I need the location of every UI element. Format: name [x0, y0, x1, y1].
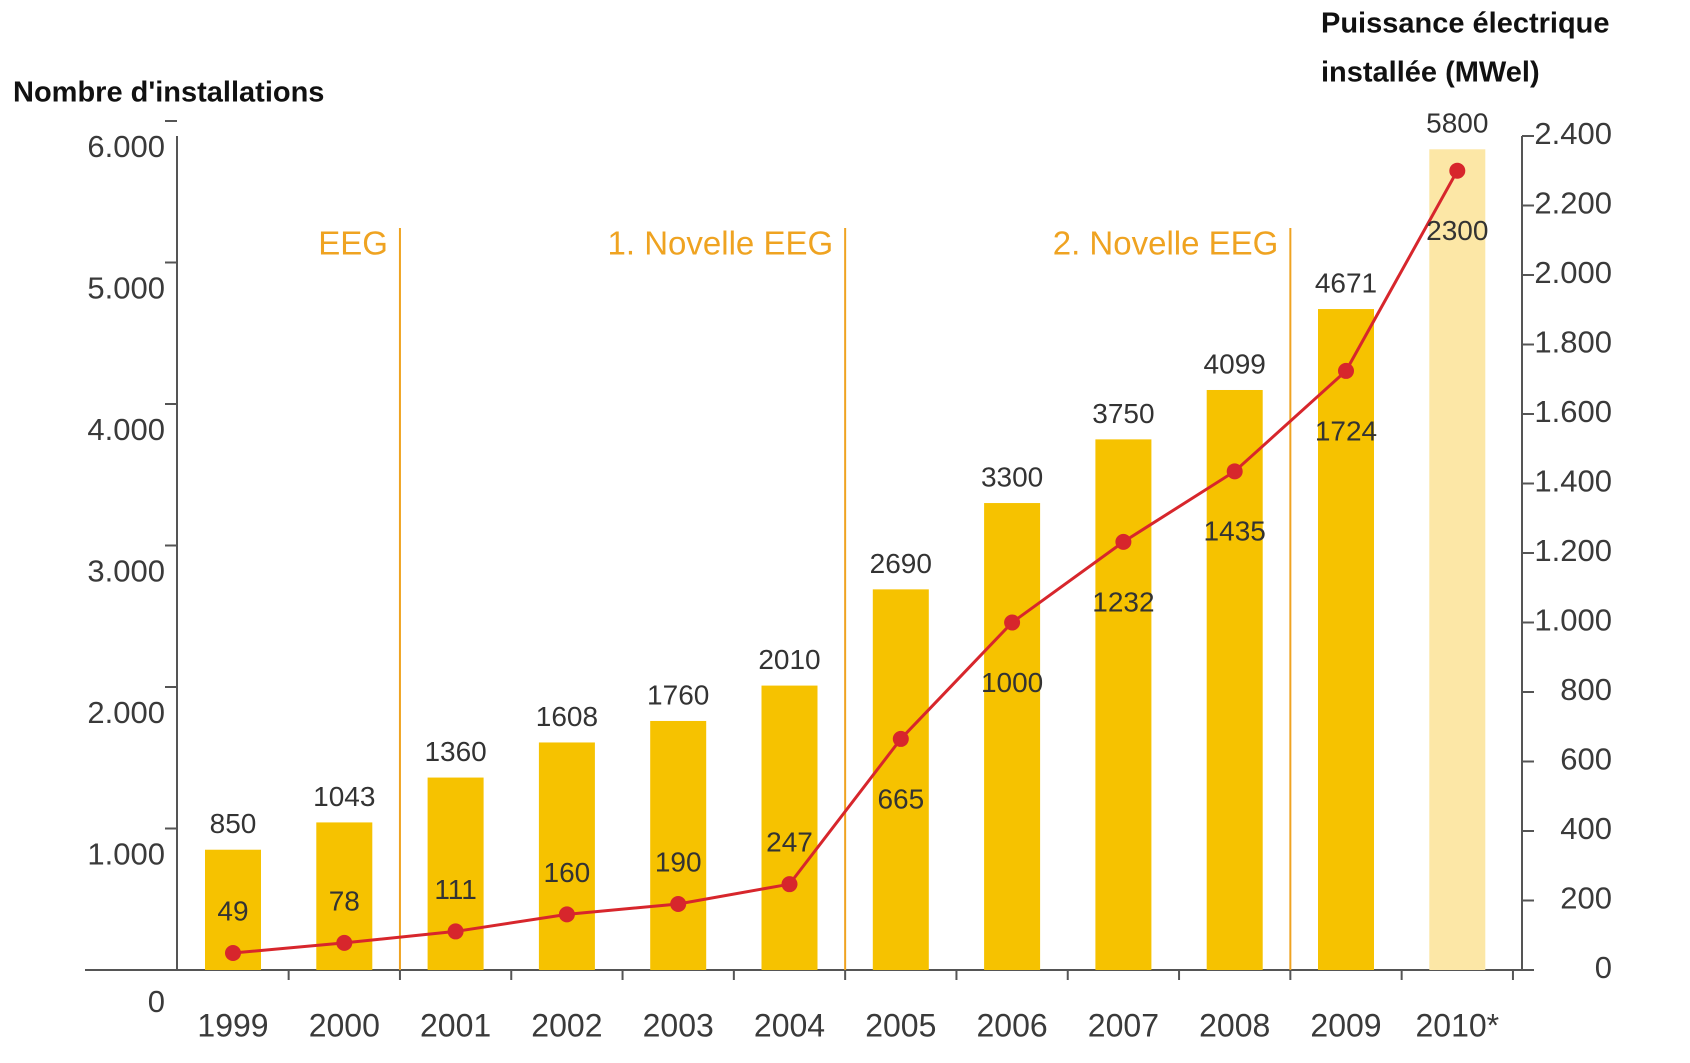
line-point	[1115, 533, 1132, 550]
bar	[984, 503, 1041, 970]
y2-tick-label: 1.400	[1534, 464, 1612, 499]
x-tick-label: 1999	[197, 1007, 268, 1043]
x-tick-label: 2005	[865, 1007, 936, 1043]
y2-axis-label: Puissance électrique	[1321, 8, 1610, 40]
y2-tick-label: 1.600	[1534, 394, 1612, 429]
y-tick-label: 4.000	[87, 412, 165, 447]
y-tick-label: 5.000	[87, 271, 165, 306]
bar	[872, 589, 929, 970]
bar-value-label: 850	[210, 808, 257, 839]
x-tick-label: 2002	[531, 1007, 602, 1043]
x-tick-label: 2008	[1199, 1007, 1270, 1043]
x-tick-label: 2010*	[1415, 1007, 1499, 1043]
x-tick-label: 2007	[1088, 1007, 1159, 1043]
line-point	[1004, 614, 1021, 631]
line-value-label: 190	[655, 846, 702, 877]
line-value-label: 1000	[981, 667, 1043, 698]
bar	[1206, 389, 1263, 971]
x-tick-label: 2001	[420, 1007, 491, 1043]
x-tick-label: 2009	[1310, 1007, 1381, 1043]
annotation: 2. Novelle EEG	[1053, 225, 1279, 262]
line-point	[336, 934, 353, 951]
x-tick-label: 2003	[643, 1007, 714, 1043]
bar-value-label: 5800	[1426, 108, 1488, 139]
line-point	[447, 923, 464, 940]
y2-tick-label: 800	[1560, 672, 1612, 707]
bar	[1318, 309, 1374, 971]
y-tick-label: 2.000	[87, 695, 165, 730]
line-point	[558, 906, 575, 923]
x-tick-label: 2000	[309, 1007, 380, 1043]
y2-tick-label: 400	[1560, 811, 1612, 846]
bar-value-label: 3750	[1092, 398, 1154, 429]
y2-tick-label: 2.400	[1534, 116, 1612, 151]
line	[232, 170, 1459, 955]
annotation: 1. Novelle EEG	[608, 225, 834, 262]
bar-value-label: 3300	[981, 461, 1043, 492]
line-value-label: 111	[434, 874, 477, 905]
annotation: EEG	[318, 225, 388, 262]
bar	[538, 742, 595, 970]
y2-tick-label: 1.800	[1534, 325, 1612, 360]
bar	[1429, 149, 1486, 971]
line-point	[1226, 463, 1243, 480]
bar	[761, 685, 818, 970]
y-axis-label: Nombre d'installations	[13, 77, 324, 109]
line-value-label: 2300	[1426, 215, 1488, 246]
line-point	[670, 895, 687, 912]
line-value-label: 1232	[1092, 586, 1154, 617]
line-value-label: 665	[877, 783, 924, 814]
bar-value-label: 2010	[758, 644, 820, 675]
line-value-label: 49	[217, 895, 248, 926]
y-tick-label: 0	[148, 984, 165, 1019]
bar-value-label: 2690	[870, 548, 932, 579]
y2-tick-label: 600	[1560, 742, 1612, 777]
line-point	[781, 876, 798, 893]
y2-tick-label: 1.000	[1534, 603, 1612, 638]
line-point	[225, 944, 241, 961]
line-value-label: 160	[544, 857, 591, 888]
y-tick-label: 1.000	[87, 837, 165, 872]
y-tick-label: 3.000	[87, 554, 165, 589]
bar-value-label: 4099	[1204, 348, 1266, 379]
y2-tick-label: 200	[1560, 881, 1612, 916]
line-value-label: 1435	[1204, 516, 1266, 547]
bar-value-label: 4671	[1315, 267, 1377, 298]
bar-value-label: 1608	[536, 701, 598, 732]
line-point	[892, 730, 909, 747]
line-point	[1338, 362, 1354, 379]
bar-value-label: 1043	[313, 781, 375, 812]
bar	[1095, 439, 1152, 970]
bar	[650, 720, 707, 970]
line-value-label: 1724	[1315, 415, 1377, 446]
y2-tick-label: 2.200	[1534, 186, 1612, 221]
x-tick-label: 2006	[977, 1007, 1048, 1043]
y2-tick-label: 1.200	[1534, 533, 1612, 568]
bar-value-label: 1760	[647, 679, 709, 710]
y2-tick-label: 2.000	[1534, 255, 1612, 290]
y2-axis-label: installée (MWel)	[1321, 57, 1540, 89]
x-tick-label: 2004	[754, 1007, 825, 1043]
bar-value-label: 1360	[424, 736, 486, 767]
line-value-label: 247	[766, 827, 813, 858]
line-point	[1449, 162, 1466, 179]
line-value-label: 78	[329, 885, 360, 916]
y-tick-label: 6.000	[87, 129, 165, 164]
y2-tick-label: 0	[1595, 950, 1612, 985]
